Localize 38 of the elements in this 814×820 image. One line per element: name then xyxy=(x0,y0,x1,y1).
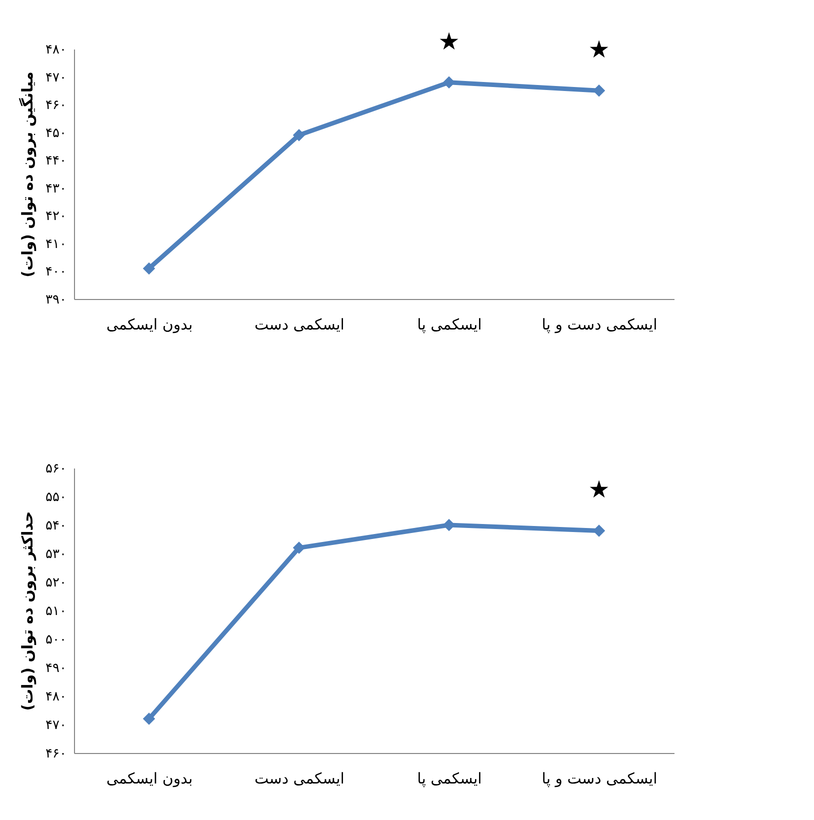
y-tick-label: ۴۹۰ xyxy=(46,661,66,676)
annotation: ★ xyxy=(438,27,460,56)
y-tick-label: ۵۱۰ xyxy=(46,604,66,619)
point xyxy=(142,262,156,275)
y-tick-label: ۵۰۰ xyxy=(46,632,66,648)
y-tick-label: ۴۶۰ xyxy=(46,98,66,114)
x-tick-label: ایسکمی دست و پا xyxy=(542,316,658,334)
y-tick-label: ۵۶۰ xyxy=(46,462,66,476)
point xyxy=(292,542,306,554)
y-tick-label: ۴۷۰ xyxy=(46,718,66,733)
x-tick-label: ایسکمی دست xyxy=(254,770,344,788)
y-tick-label: ۴۸۰ xyxy=(46,42,66,58)
y-axis-title: حداکثر برون ده توان (وات) xyxy=(18,511,37,711)
point xyxy=(292,128,306,142)
y-axis-title: میانگین برون ده توان (وات) xyxy=(18,72,37,278)
x-tick-label: بدون ایسکمی xyxy=(106,770,193,788)
annotation: ★ xyxy=(588,36,610,64)
y-tick-label: ۵۳۰ xyxy=(46,547,66,562)
y-tick-label: ۴۳۰ xyxy=(46,181,66,196)
x-tick-label: ایسکمی دست xyxy=(254,316,344,334)
y-tick-label: ۵۴۰ xyxy=(46,518,66,534)
x-tick-label: ایسکمی دست و پا xyxy=(542,770,658,788)
annotation: ★ xyxy=(588,476,610,504)
y-tick-label: ۴۴۰ xyxy=(46,154,66,169)
y-tick-label: ۴۲۰ xyxy=(46,209,66,224)
y-tick-label: ۴۷۰ xyxy=(46,70,66,86)
x-tick-label: ایسکمی پا xyxy=(417,770,482,788)
x-tick-label: ایسکمی پا xyxy=(417,316,482,334)
y-tick-label: ۴۵۰ xyxy=(46,126,66,141)
y-tick-label: ۴۶۰ xyxy=(46,746,66,762)
y-tick-label: ۵۵۰ xyxy=(46,490,66,505)
y-tick-label: ۵۲۰ xyxy=(46,576,66,590)
y-tick-label: ۴۸۰ xyxy=(46,690,66,704)
y-tick-label: ۳۹۰ xyxy=(46,292,66,308)
x-tick-label: بدون ایسکمی xyxy=(106,316,193,334)
point xyxy=(142,712,156,725)
y-tick-label: ۴۰۰ xyxy=(46,264,66,280)
y-tick-label: ۴۱۰ xyxy=(46,236,66,252)
